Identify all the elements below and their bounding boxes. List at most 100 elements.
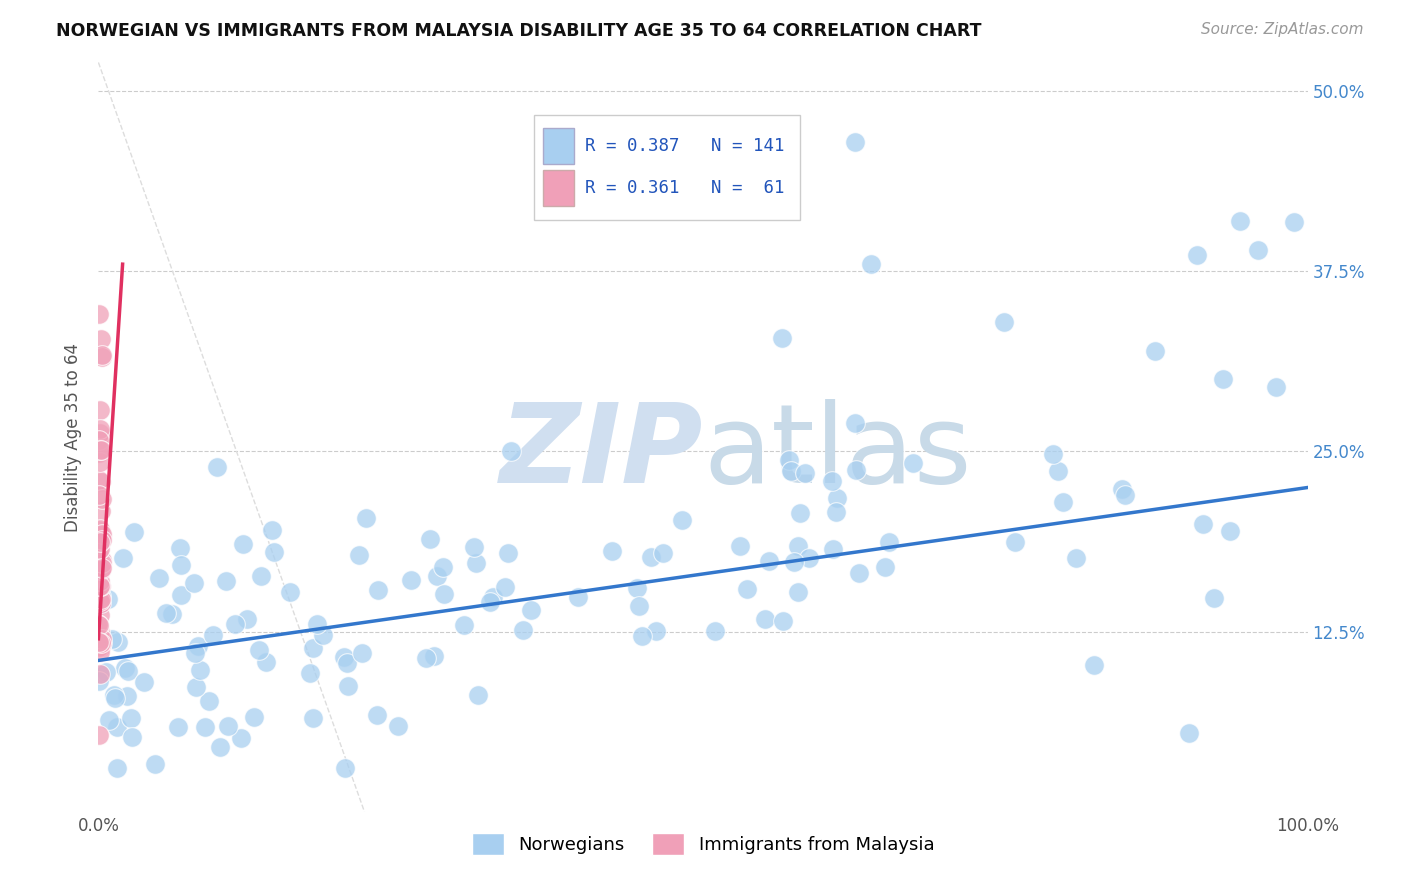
Point xyxy=(87,473,110,487)
Point xyxy=(1047,464,1070,478)
Point xyxy=(1185,247,1208,261)
Point xyxy=(90,492,112,507)
Point xyxy=(90,556,112,570)
Point xyxy=(89,534,111,549)
Point xyxy=(247,642,270,657)
Point xyxy=(312,628,335,642)
Point xyxy=(169,541,191,556)
Point xyxy=(453,618,475,632)
Point xyxy=(170,558,193,573)
Point xyxy=(87,629,110,643)
Point xyxy=(859,257,882,271)
Point xyxy=(494,580,516,594)
Point xyxy=(337,679,360,693)
Point xyxy=(1219,524,1241,539)
Point xyxy=(640,549,662,564)
Point xyxy=(89,563,111,577)
Point xyxy=(90,635,112,649)
Point xyxy=(89,542,111,557)
Text: NORWEGIAN VS IMMIGRANTS FROM MALAYSIA DISABILITY AGE 35 TO 64 CORRELATION CHART: NORWEGIAN VS IMMIGRANTS FROM MALAYSIA DI… xyxy=(56,22,981,40)
Point xyxy=(90,332,112,346)
Point xyxy=(399,573,422,587)
Point xyxy=(184,681,207,695)
Point xyxy=(170,589,193,603)
Point xyxy=(600,543,623,558)
Point xyxy=(1083,658,1105,673)
Point xyxy=(117,665,139,679)
Point xyxy=(735,582,758,596)
FancyBboxPatch shape xyxy=(534,115,800,219)
Point xyxy=(90,632,112,646)
Point xyxy=(567,591,589,605)
Point xyxy=(419,532,441,546)
Text: R = 0.387   N = 141: R = 0.387 N = 141 xyxy=(585,136,785,154)
Point xyxy=(89,607,111,622)
Point xyxy=(96,665,118,680)
Point xyxy=(1114,488,1136,502)
Point xyxy=(194,720,217,734)
Point xyxy=(90,560,112,574)
Point xyxy=(107,635,129,649)
Point xyxy=(89,591,111,605)
Point xyxy=(89,574,111,588)
Point xyxy=(187,639,209,653)
Point xyxy=(89,446,111,460)
Point xyxy=(797,550,820,565)
Point xyxy=(1264,380,1286,394)
Point xyxy=(205,460,228,475)
Point xyxy=(825,491,848,505)
Point xyxy=(877,535,900,549)
Point xyxy=(91,552,114,566)
Point xyxy=(89,640,111,655)
Point xyxy=(91,528,114,542)
Point xyxy=(89,455,111,469)
Point xyxy=(87,433,110,447)
Point xyxy=(89,426,111,441)
Point xyxy=(167,720,190,734)
Point xyxy=(122,524,145,539)
Point xyxy=(249,568,271,582)
Point xyxy=(651,546,673,560)
Point xyxy=(845,463,868,477)
Point xyxy=(301,640,323,655)
Point xyxy=(87,617,110,632)
Point xyxy=(631,629,654,643)
Point xyxy=(208,739,231,754)
Point xyxy=(90,640,112,654)
Point xyxy=(89,556,111,570)
Point xyxy=(301,711,323,725)
Point xyxy=(704,624,727,638)
Point xyxy=(333,762,356,776)
Point xyxy=(224,617,246,632)
Point xyxy=(844,135,866,149)
Point xyxy=(89,523,111,537)
Point xyxy=(90,638,112,652)
Point xyxy=(215,574,238,588)
Point xyxy=(183,576,205,591)
Point xyxy=(1229,214,1251,228)
Legend: Norwegians, Immigrants from Malaysia: Norwegians, Immigrants from Malaysia xyxy=(464,826,942,863)
Point xyxy=(89,433,111,447)
Point xyxy=(496,545,519,559)
Point xyxy=(352,646,374,660)
Point xyxy=(426,569,449,583)
Point xyxy=(89,522,111,536)
Point xyxy=(366,708,388,723)
Point xyxy=(1192,516,1215,531)
Point xyxy=(115,689,138,703)
Point xyxy=(463,540,485,554)
Point xyxy=(89,422,111,436)
Point xyxy=(645,624,668,638)
Point xyxy=(307,616,329,631)
Point xyxy=(789,506,811,520)
Point xyxy=(90,636,112,650)
Point xyxy=(1204,591,1226,605)
Point xyxy=(728,539,751,553)
Point xyxy=(89,443,111,458)
Point xyxy=(1042,447,1064,461)
Point xyxy=(89,620,111,634)
Point xyxy=(97,592,120,607)
Point xyxy=(120,711,142,725)
Point xyxy=(90,503,112,517)
Text: ZIP: ZIP xyxy=(499,399,703,506)
